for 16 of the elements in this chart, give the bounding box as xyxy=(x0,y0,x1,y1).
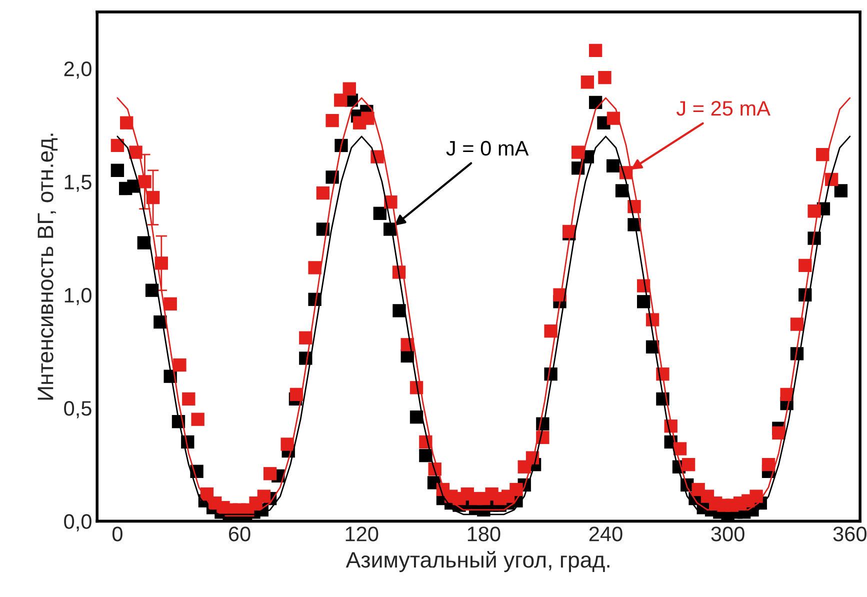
x-tick-label: 240 xyxy=(589,526,622,542)
x-axis-title: Азимутальный угол, град. xyxy=(346,551,610,572)
x-tick-label: 360 xyxy=(833,526,866,542)
y-tick-label: 2,0 xyxy=(64,62,92,79)
x-tick-label: 300 xyxy=(711,526,744,542)
y-tick-label: 0,0 xyxy=(64,514,92,532)
y-tick-label: 1,0 xyxy=(64,288,92,306)
annotation: J = 25 mA xyxy=(676,100,770,116)
x-tick-label: 0 xyxy=(112,526,122,542)
x-tick-label: 180 xyxy=(468,526,500,542)
y-tick-label: 0,5 xyxy=(64,401,92,418)
y-tick-label: 1,5 xyxy=(64,174,92,192)
x-tick-label: 60 xyxy=(228,526,250,542)
y-axis-title: Интенсивность ВГ, отн.ед. xyxy=(38,134,58,400)
x-tick-label: 120 xyxy=(346,526,378,542)
annotation: J = 0 mA xyxy=(446,140,529,156)
